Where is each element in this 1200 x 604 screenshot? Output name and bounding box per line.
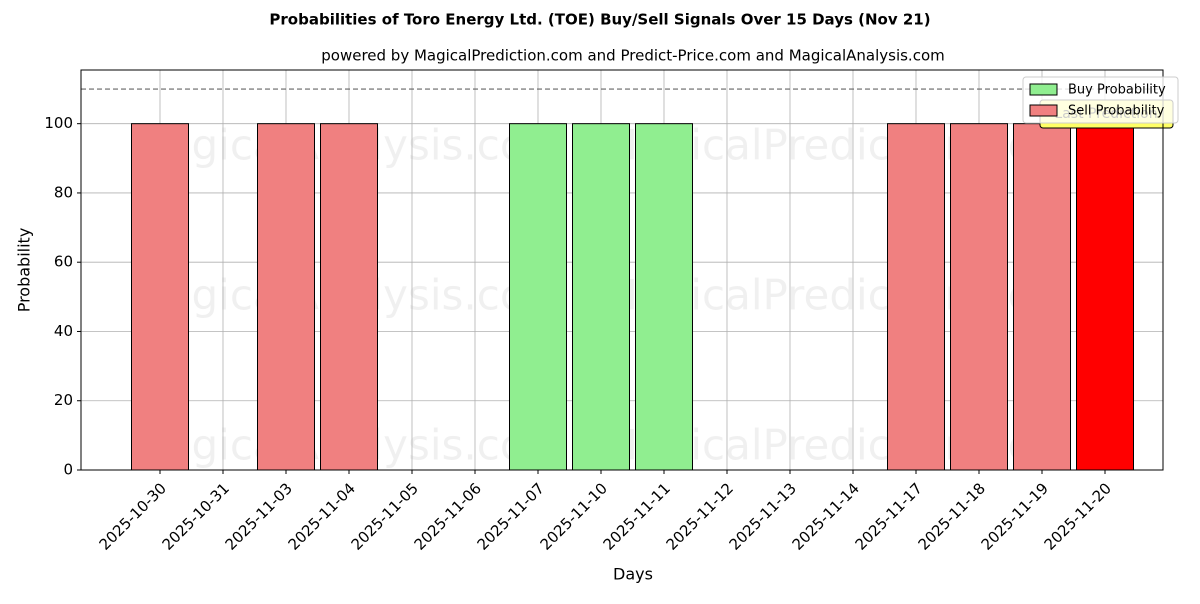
bar bbox=[887, 123, 945, 471]
bar bbox=[320, 123, 378, 471]
bar bbox=[257, 123, 315, 471]
legend-label: Buy Probability bbox=[1068, 83, 1166, 98]
y-tick-label: 100 bbox=[44, 114, 73, 132]
bar bbox=[509, 123, 567, 471]
y-tick-label: 0 bbox=[63, 461, 73, 479]
plot-frame bbox=[80, 69, 1164, 471]
y-tick-label: 60 bbox=[54, 253, 73, 271]
y-tick-label: 80 bbox=[54, 183, 73, 201]
legend-swatch bbox=[1029, 83, 1058, 96]
legend-swatch bbox=[1029, 104, 1058, 117]
bar bbox=[131, 123, 189, 471]
bar bbox=[572, 123, 630, 471]
bar bbox=[635, 123, 693, 471]
y-axis-label: Probability bbox=[15, 228, 34, 313]
y-tick-label: 20 bbox=[54, 391, 73, 409]
chart-title: Probabilities of Toro Energy Ltd. (TOE) … bbox=[269, 11, 930, 29]
x-axis-label: Days bbox=[613, 565, 653, 584]
legend-label: Sell Probability bbox=[1068, 104, 1165, 119]
bar bbox=[1013, 123, 1071, 471]
y-tick-label: 40 bbox=[54, 322, 73, 340]
bar bbox=[1076, 123, 1134, 471]
chart-subtitle: powered by MagicalPrediction.com and Pre… bbox=[321, 47, 945, 65]
legend-box bbox=[1022, 76, 1179, 124]
bar bbox=[950, 123, 1008, 471]
